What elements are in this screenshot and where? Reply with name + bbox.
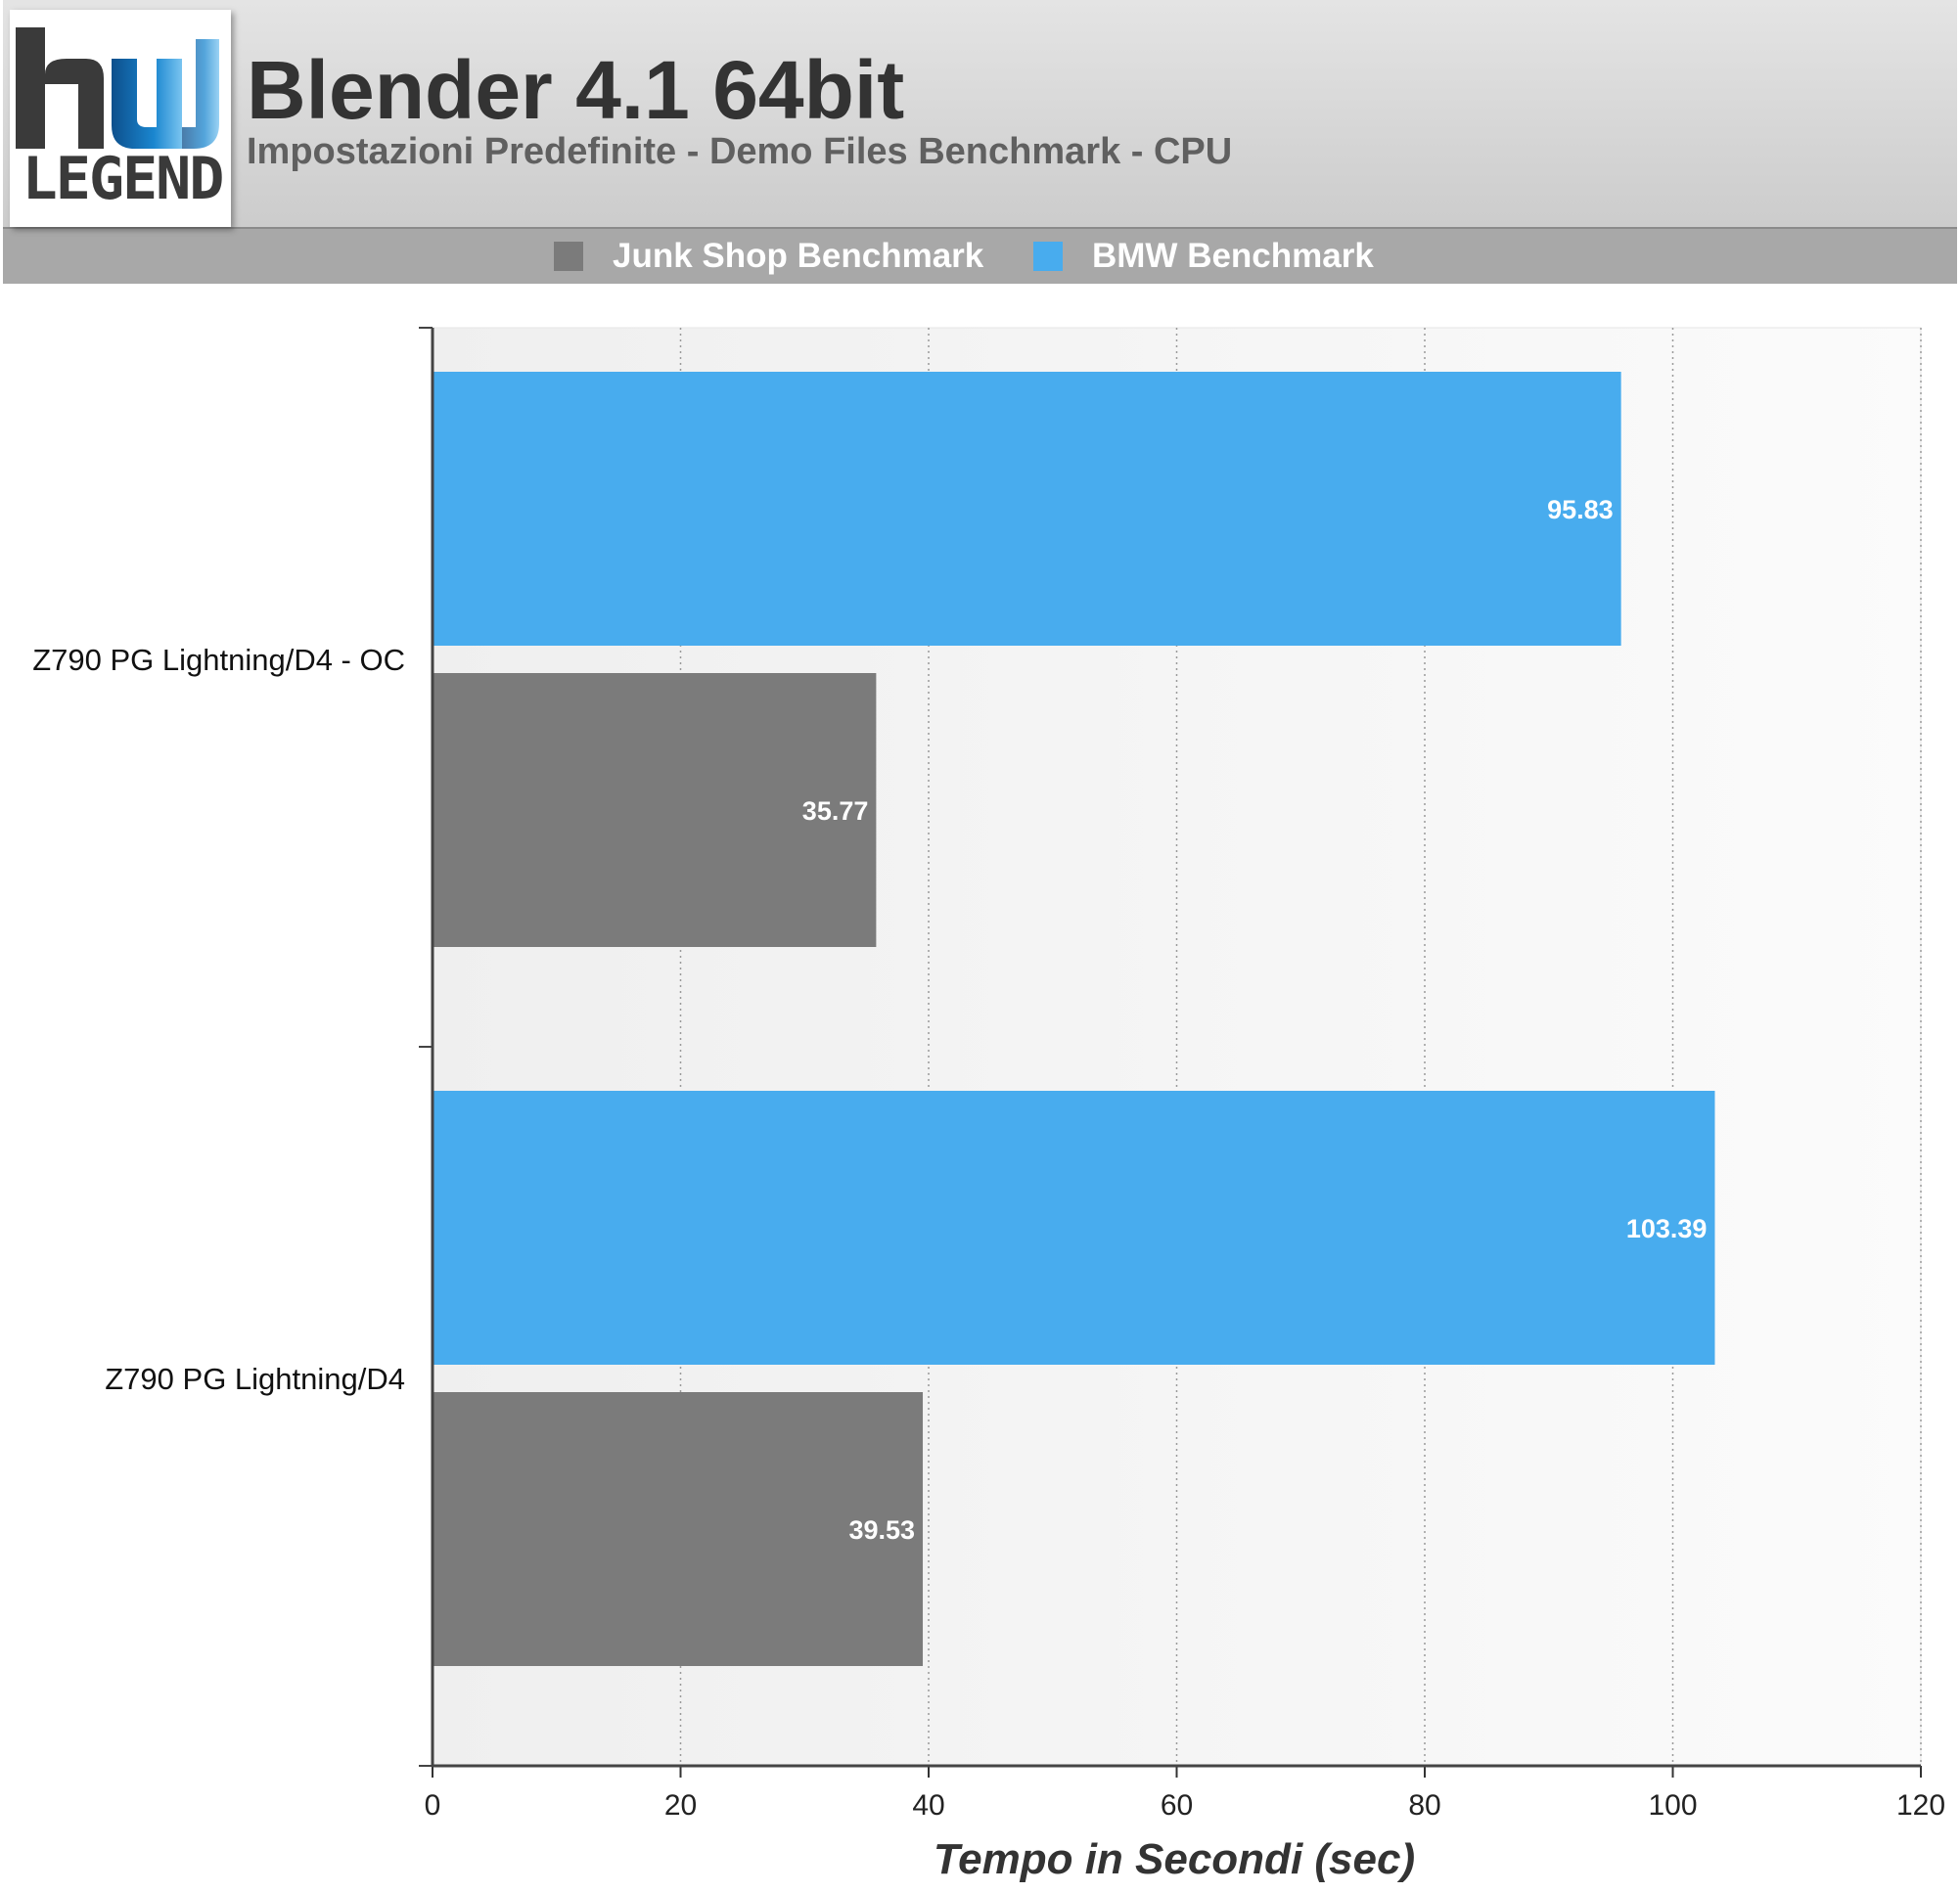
x-tick-label: 80	[1408, 1789, 1440, 1822]
category-labels: Z790 PG Lightning/D4 - OC Z790 PG Lightni…	[32, 643, 405, 1396]
category-label: Z790 PG Lightning/D4	[105, 1362, 405, 1396]
bars: 95.83 35.77 103.39 39.53	[433, 372, 1715, 1666]
x-tick-label: 20	[664, 1789, 697, 1822]
bar	[433, 372, 1621, 646]
legend-band	[3, 227, 1957, 284]
legend-swatch-junk-shop	[554, 242, 583, 271]
logo-wordmark: LEGEND	[22, 145, 225, 213]
chart-header	[3, 0, 1957, 227]
x-tick-label: 0	[425, 1789, 441, 1822]
x-tick-label: 40	[912, 1789, 944, 1822]
bar	[433, 1091, 1715, 1365]
chart-title: Blender 4.1 64bit	[247, 44, 905, 136]
axes	[419, 327, 1922, 1778]
bar	[433, 673, 877, 947]
x-tick-label: 120	[1896, 1789, 1945, 1822]
legend-label-bmw: BMW Benchmark	[1092, 237, 1374, 275]
hwlegend-logo-mark	[16, 27, 219, 149]
category-label: Z790 PG Lightning/D4 - OC	[32, 643, 405, 677]
legend-item-junk-shop: Junk Shop Benchmark	[554, 237, 984, 275]
legend-item-bmw: BMW Benchmark	[1033, 237, 1374, 275]
bar	[433, 1392, 924, 1666]
x-tick-label: 100	[1648, 1789, 1697, 1822]
hwlegend-logo-icon: LEGEND	[10, 10, 231, 227]
bar-value-label: 35.77	[802, 796, 869, 826]
legend-swatch-bmw	[1033, 242, 1063, 271]
bar-value-label: 39.53	[848, 1515, 915, 1545]
x-tick-labels: 0 20 40 60 80 100 120	[425, 1789, 1945, 1822]
chart-subtitle: Impostazioni Predefinite - Demo Files Be…	[247, 131, 1233, 172]
bar-value-label: 95.83	[1547, 495, 1614, 524]
legend-label-junk-shop: Junk Shop Benchmark	[613, 237, 984, 275]
x-tick-label: 60	[1161, 1789, 1193, 1822]
bar-value-label: 103.39	[1626, 1214, 1708, 1243]
x-axis-title: Tempo in Secondi (sec)	[934, 1835, 1415, 1883]
